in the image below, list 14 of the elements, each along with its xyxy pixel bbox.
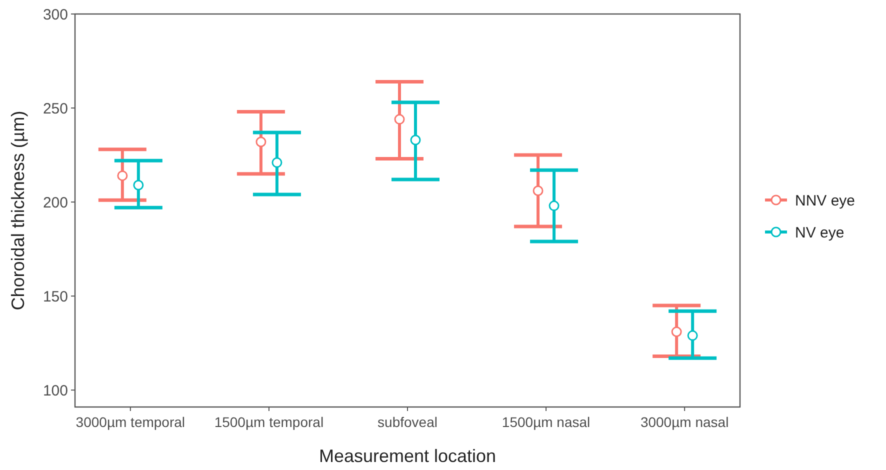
y-tick-label: 250 <box>42 100 68 118</box>
legend-label: NNV eye <box>795 192 856 210</box>
y-tick-label: 100 <box>42 382 68 400</box>
x-tick-label: 1500µm nasal <box>502 414 590 430</box>
y-tick-label: 150 <box>42 288 68 306</box>
y-tick-label: 300 <box>42 6 68 24</box>
y-axis-title: Choroidal thickness (µm) <box>8 110 28 310</box>
x-axis-title: Measurement location <box>318 446 496 466</box>
x-tick-label: 3000µm temporal <box>76 414 186 430</box>
legend-label: NV eye <box>795 224 844 242</box>
y-tick-label: 200 <box>42 194 68 212</box>
x-tick-label: subfoveal <box>378 414 438 430</box>
x-tick-label: 3000µm nasal <box>640 414 729 430</box>
x-tick-label: 1500µm temporal <box>214 414 324 430</box>
